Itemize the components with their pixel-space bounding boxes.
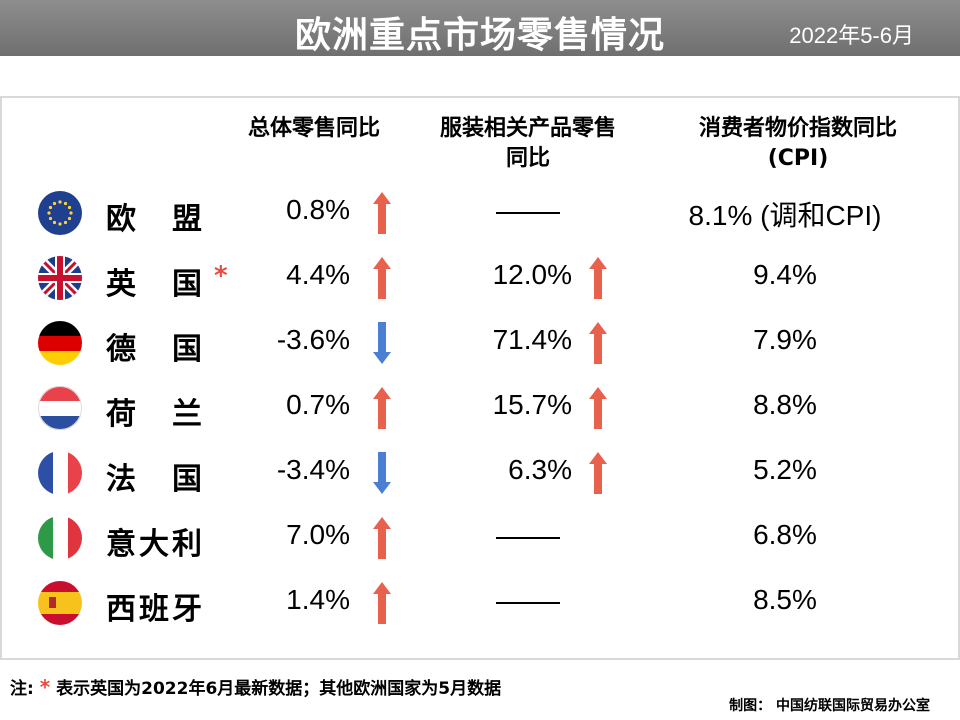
- uk-flag: [38, 256, 82, 300]
- table-row: 意大利 7.0% 6.8%: [0, 513, 960, 563]
- total-retail-value: 0.7%: [286, 389, 350, 420]
- country-name: 意大利: [106, 527, 202, 562]
- spain-flag: [38, 581, 82, 625]
- cpi-value: 8.8%: [753, 389, 817, 420]
- cpi-value: 5.2%: [753, 454, 817, 485]
- table-row: 西班牙 1.4% 8.5%: [0, 578, 960, 628]
- eu-flag: [38, 191, 82, 235]
- arrow-up-icon: [589, 452, 607, 494]
- date-range: 2022年5-6月: [789, 23, 914, 48]
- apparel-retail-value: 6.3%: [508, 454, 572, 485]
- no-data-dash: [496, 212, 560, 214]
- total-retail-value: 7.0%: [286, 519, 350, 550]
- arrow-up-icon: [589, 257, 607, 299]
- total-retail-value: 1.4%: [286, 584, 350, 615]
- table-row: 德国 -3.6% 71.4% 7.9%: [0, 318, 960, 368]
- header-bar: 欧洲重点市场零售情况 2022年5-6月: [0, 0, 960, 56]
- total-retail-value: 0.8%: [286, 194, 350, 225]
- table-row: 荷兰 0.7% 15.7% 8.8%: [0, 383, 960, 433]
- arrow-up-icon: [373, 517, 391, 559]
- table-row: 英国 * 4.4% 12.0% 9.4%: [0, 253, 960, 303]
- netherlands-flag: [38, 386, 82, 430]
- country-name: 法国: [106, 462, 202, 497]
- page-title: 欧洲重点市场零售情况: [294, 15, 665, 56]
- cpi-value: 8.5%: [753, 584, 817, 615]
- footnote: 注: * 表示英国为2022年6月最新数据；其他欧洲国家为5月数据: [10, 675, 502, 699]
- table-row: 法国 -3.4% 6.3% 5.2%: [0, 448, 960, 498]
- germany-flag: [38, 321, 82, 365]
- apparel-retail-value: 71.4%: [492, 324, 572, 355]
- arrow-down-icon: [373, 322, 391, 364]
- arrow-up-icon: [373, 582, 391, 624]
- country-name: 欧盟: [106, 202, 202, 237]
- cpi-value: 8.1% (调和CPI): [688, 200, 882, 231]
- country-name: 西班牙: [106, 592, 202, 627]
- arrow-up-icon: [373, 257, 391, 299]
- credit: 制图： 中国纺联国际贸易办公室: [729, 698, 930, 714]
- country-name: 英国: [106, 267, 202, 302]
- arrow-up-icon: [373, 387, 391, 429]
- country-name: 荷兰: [106, 397, 202, 432]
- no-data-dash: [496, 537, 560, 539]
- arrow-up-icon: [589, 387, 607, 429]
- table-panel: [0, 96, 960, 660]
- arrow-up-icon: [589, 322, 607, 364]
- country-name: 德国: [106, 332, 202, 367]
- total-retail-value: -3.4%: [276, 454, 350, 485]
- arrow-up-icon: [373, 192, 391, 234]
- cpi-value: 9.4%: [753, 259, 817, 290]
- col-header-total-retail: 总体零售同比: [247, 116, 380, 141]
- france-flag: [38, 451, 82, 495]
- col-header-apparel: 服装相关产品零售 同比: [439, 116, 616, 171]
- no-data-dash: [496, 602, 560, 604]
- arrow-down-icon: [373, 452, 391, 494]
- col-header-cpi: 消费者物价指数同比 (CPI): [698, 116, 897, 171]
- total-retail-value: -3.6%: [276, 324, 350, 355]
- italy-flag: [38, 516, 82, 560]
- total-retail-value: 4.4%: [286, 259, 350, 290]
- table-row: 欧盟 0.8% 8.1% (调和CPI): [0, 188, 960, 238]
- apparel-retail-value: 12.0%: [492, 259, 572, 290]
- apparel-retail-value: 15.7%: [492, 389, 572, 420]
- asterisk-marker: *: [214, 261, 228, 291]
- cpi-value: 6.8%: [753, 519, 817, 550]
- cpi-value: 7.9%: [753, 324, 817, 355]
